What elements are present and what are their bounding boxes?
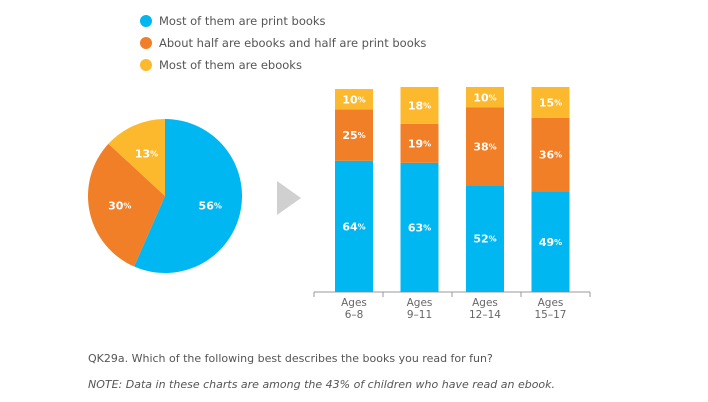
legend-swatch-print <box>140 15 152 27</box>
pie-slice-2 <box>108 119 165 196</box>
legend-label-print: Most of them are print books <box>159 14 326 28</box>
bar-label-2-1: 38% <box>473 140 496 153</box>
legend-label-half: About half are ebooks and half are print… <box>159 36 427 50</box>
pie-slice-0 <box>134 118 243 273</box>
bar-label-1-2: 18% <box>408 99 431 112</box>
bar-2-series-2 <box>466 87 504 108</box>
bar-3-series-0 <box>531 191 570 292</box>
pie-chart: 56% 30% 13% <box>88 118 243 273</box>
bar-1-series-1 <box>400 123 439 163</box>
bar-label-3-1: 36% <box>539 148 562 161</box>
x-tick-label-2-0: Ages <box>472 297 498 309</box>
x-tick-label-0-1: 6–8 <box>345 309 364 321</box>
bar-3-series-1 <box>531 117 570 192</box>
bar-2-series-0 <box>466 185 504 292</box>
x-tick-label-1-0: Ages <box>407 297 433 309</box>
x-tick-label-1-1: 9–11 <box>407 309 432 321</box>
legend-swatch-ebooks <box>140 59 152 71</box>
bar-1-series-2 <box>400 87 439 124</box>
bar-2-series-1 <box>466 107 504 186</box>
pie-label-0: 56% <box>199 199 222 212</box>
legend-item-half: About half are ebooks and half are print… <box>140 32 426 54</box>
pie-label-2: 13% <box>135 147 158 160</box>
legend-swatch-half <box>140 37 152 49</box>
legend-item-ebooks: Most of them are ebooks <box>140 54 426 76</box>
pie-slice-1 <box>88 143 165 267</box>
legend-item-print: Most of them are print books <box>140 10 426 32</box>
bar-1-series-0 <box>400 162 439 292</box>
legend-label-ebooks: Most of them are ebooks <box>159 58 302 72</box>
bar-3-series-2 <box>531 87 570 118</box>
x-tick-label-0-0: Ages <box>341 297 367 309</box>
bar-0-series-0 <box>335 160 373 292</box>
question-text: QK29a. Which of the following best descr… <box>88 352 493 365</box>
bar-label-2-0: 52% <box>473 232 496 245</box>
bar-label-2-2: 10% <box>473 91 496 104</box>
bar-label-3-0: 49% <box>539 235 562 248</box>
bar-label-3-2: 15% <box>539 96 562 109</box>
bar-0-series-1 <box>335 109 373 161</box>
right-arrow-icon <box>277 181 301 215</box>
bar-label-0-2: 10% <box>342 93 365 106</box>
stacked-bar-chart: 64%25%10%Ages6–863%19%18%Ages9–1152%38%1… <box>313 87 591 321</box>
bar-label-1-1: 19% <box>408 137 431 150</box>
bar-label-0-1: 25% <box>342 129 365 142</box>
bar-label-1-0: 63% <box>408 221 431 234</box>
bar-label-0-0: 64% <box>342 220 365 233</box>
note-text: NOTE: Data in these charts are among the… <box>88 378 556 391</box>
x-tick-label-3-0: Ages <box>538 297 564 309</box>
bar-0-series-2 <box>335 89 373 110</box>
legend: Most of them are print books About half … <box>140 10 426 76</box>
x-tick-label-3-1: 15–17 <box>535 309 567 321</box>
x-tick-label-2-1: 12–14 <box>469 309 501 321</box>
pie-label-1: 30% <box>108 199 131 212</box>
